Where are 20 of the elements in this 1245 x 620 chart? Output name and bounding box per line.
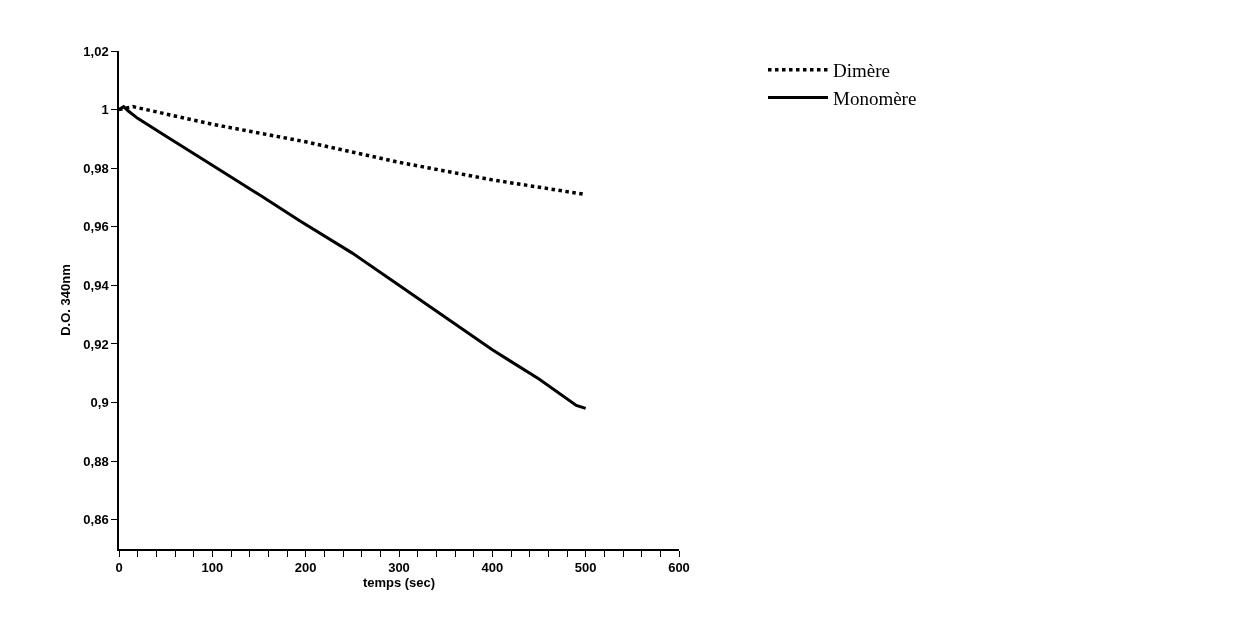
y-tick-label: 1,02 (83, 43, 109, 59)
y-tick-label: 0,98 (83, 160, 109, 176)
y-tick-label: 0,9 (90, 395, 109, 411)
y-tick-label: 0,96 (83, 219, 109, 235)
x-axis-title: temps (sec) (362, 575, 436, 591)
x-tick-label: 100 (201, 560, 224, 576)
x-tick-label: 0 (115, 560, 123, 576)
y-tick-label: 0,88 (83, 453, 109, 469)
y-tick-label: 0,94 (83, 277, 110, 293)
y-tick-label: 0,92 (83, 336, 109, 352)
x-tick-label: 600 (668, 560, 690, 576)
legend-label: Dimère (833, 60, 890, 82)
y-tick-label: 0,86 (83, 512, 109, 528)
x-tick-label: 400 (481, 560, 504, 576)
y-axis-title: D.O. 340nm (57, 264, 73, 336)
legend-label: Monomère (833, 87, 917, 109)
y-tick-label: 1 (101, 102, 109, 118)
x-tick-label: 200 (294, 560, 317, 576)
x-tick-label: 500 (574, 560, 597, 576)
x-tick-label: 300 (388, 560, 410, 576)
